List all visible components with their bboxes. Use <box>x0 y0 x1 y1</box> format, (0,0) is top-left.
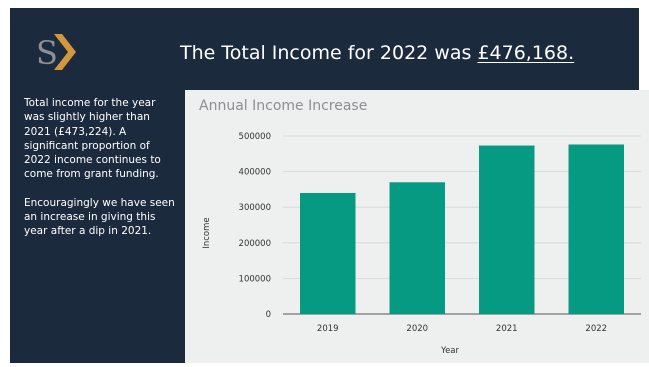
bar-2019 <box>300 192 356 314</box>
bar-2022 <box>568 144 624 314</box>
y-axis-label: Income <box>202 217 212 248</box>
chart-panel: Annual Income Increase 0 100000 200000 3000… <box>185 90 649 363</box>
y-tick-label: 0 <box>266 310 271 320</box>
slide: S The Total Income for 2022 was £476,168… <box>10 8 649 363</box>
svg-text:S: S <box>36 34 58 72</box>
s-plus-logo-icon: S <box>36 34 76 72</box>
x-tick-label: 2022 <box>585 324 607 334</box>
bar-2021 <box>479 145 535 314</box>
income-bar-chart: 0 100000 200000 300000 400000 500000 2019 2020… <box>202 132 641 356</box>
y-tick-label: 500000 <box>239 132 271 142</box>
bar-2020 <box>389 182 445 314</box>
x-axis-label: Year <box>440 346 460 356</box>
y-tick-label: 200000 <box>239 239 271 249</box>
x-tick-label: 2020 <box>406 324 428 334</box>
y-tick-label: 400000 <box>239 168 271 178</box>
headline-prefix: The Total Income for 2022 was <box>180 42 478 64</box>
summary-text: Total income for the year was slightly h… <box>24 96 179 253</box>
summary-paragraph-2: Encouragingly we have seen an increase i… <box>24 196 175 238</box>
x-tick-label: 2019 <box>317 324 339 334</box>
x-tick-label: 2021 <box>496 324 518 334</box>
page-title: The Total Income for 2022 was £476,168. <box>180 42 574 64</box>
y-tick-label: 100000 <box>239 274 271 284</box>
headline-amount: £476,168. <box>477 42 575 64</box>
chart-title: Annual Income Increase <box>199 98 368 114</box>
y-tick-label: 300000 <box>239 203 271 213</box>
summary-paragraph-1: Total income for the year was slightly h… <box>24 97 161 181</box>
